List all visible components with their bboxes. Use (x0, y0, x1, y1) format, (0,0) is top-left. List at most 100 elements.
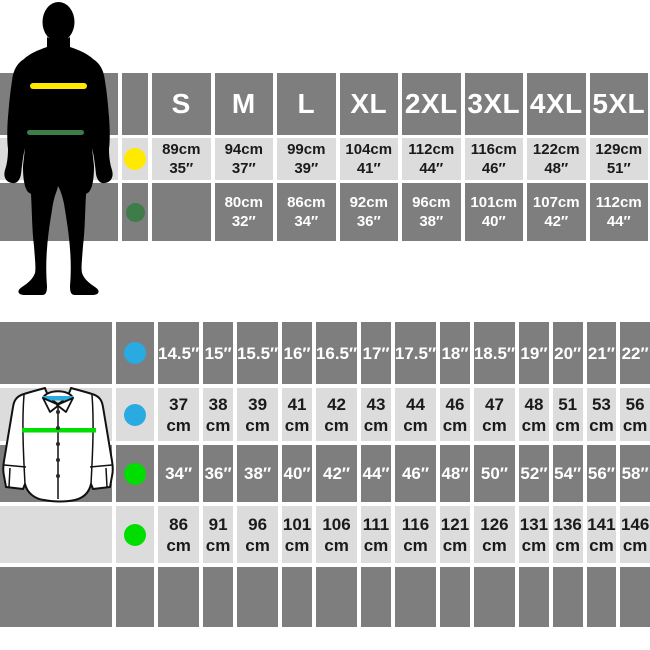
measurement-cell: 46″ (394, 445, 437, 502)
waist-line (27, 130, 84, 135)
figure-backdrop-cell (0, 322, 112, 384)
measurement-cell: 129cm 51″ (589, 138, 648, 180)
measurement-cell: 101 cm (282, 506, 312, 563)
measurement-cell (473, 567, 516, 627)
blue-dot (124, 342, 146, 364)
measurement-value: 96 (248, 514, 268, 534)
measurement-value: cm (442, 415, 468, 435)
measurement-value: 17″ (362, 343, 390, 363)
measurement-value: 99cm (287, 141, 326, 158)
measurement-value: 44 (406, 394, 425, 414)
measurement-cell: 42″ (315, 445, 358, 502)
measurement-value: cm (442, 535, 468, 555)
measurement-value: 111 (362, 514, 390, 534)
measurement-value: 126 (480, 514, 509, 534)
measurement-value: 36″ (204, 464, 232, 483)
measurement-value: 92cm (349, 194, 388, 211)
measurement-value: 44″ (419, 160, 444, 177)
measurement-cell: 101cm 40″ (464, 183, 523, 241)
measurement-cell: 50″ (473, 445, 516, 502)
measurement-value: 19″ (520, 343, 548, 363)
measurement-value: cm (403, 535, 428, 555)
measurement-value: 42 (327, 394, 346, 414)
right-sleeve-seam (90, 394, 94, 485)
measurement-value: 35″ (169, 160, 194, 177)
measurement-cell: 121 cm (440, 506, 470, 563)
measurement-cell: 36″ (203, 445, 233, 502)
measurement-value: 16.5″ (315, 343, 358, 363)
size-header-m: M (214, 73, 273, 135)
measurement-value: 96cm (412, 194, 451, 211)
measurement-cell: 44″ (361, 445, 391, 502)
measurement-cell: 86cm 34″ (277, 183, 336, 241)
measurement-value: 43 (366, 394, 386, 414)
measurement-value: cm (324, 415, 349, 435)
measurement-value: 21″ (587, 343, 615, 363)
measurement-value: cm (245, 535, 270, 555)
measurement-value: 42″ (323, 464, 351, 483)
measurement-value: 112cm (408, 141, 455, 158)
measurement-value: cm (166, 535, 191, 555)
measurement-cell: 116 cm (394, 506, 437, 563)
measurement-cell (440, 567, 470, 627)
measurement-value: cm (284, 535, 310, 555)
measurement-value: 48 (524, 394, 544, 414)
measurement-value: 86cm (287, 194, 326, 211)
measurement-cell: 14.5″ (158, 322, 200, 384)
measurement-value: 46″ (481, 160, 506, 177)
measurement-value: cm (521, 415, 547, 435)
measurement-value: cm (403, 415, 428, 435)
measurement-value: 101 (282, 514, 312, 534)
measurement-cell (361, 567, 391, 627)
measurement-value: 36″ (356, 213, 381, 230)
shirt-buttons (56, 410, 60, 478)
measurement-cell: 20″ (552, 322, 583, 384)
measurement-value: 34″ (294, 213, 319, 230)
measurement-value: cm (589, 415, 614, 435)
measurement-cell: 111 cm (361, 506, 391, 563)
measurement-cell: 54″ (552, 445, 583, 502)
measurement-value: 107cm (532, 194, 580, 211)
measurement-cell: 46 cm (440, 388, 470, 441)
legend-cell (116, 322, 154, 384)
measurement-cell: 116cm 46″ (464, 138, 523, 180)
blue-dot (124, 403, 146, 426)
measurement-cell: 99cm 39″ (277, 138, 336, 180)
measurement-cell: 112cm 44″ (402, 138, 461, 180)
measurement-value: 80cm (224, 194, 263, 211)
measurement-cell: 38 cm (203, 388, 233, 441)
measurement-cell: 22″ (620, 322, 650, 384)
measurement-value: 15″ (204, 343, 232, 363)
man-body (4, 37, 113, 295)
measurement-value: 131 (519, 514, 549, 534)
legend-header-cell (122, 73, 148, 135)
measurement-cell: 39 cm (236, 388, 279, 441)
measurement-value: 106 (322, 514, 351, 534)
measurement-cell: 19″ (519, 322, 549, 384)
measurement-cell (315, 567, 358, 627)
measurement-cell: 92cm 36″ (339, 183, 398, 241)
measurement-cell: 53 cm (586, 388, 617, 441)
measurement-value: 146 (620, 514, 650, 534)
measurement-value: 54″ (554, 464, 582, 483)
measurement-value: 41 (287, 394, 307, 414)
right-collar-point (56, 397, 74, 413)
measurement-cell: 18″ (440, 322, 470, 384)
measurement-cell: 18.5″ (473, 322, 516, 384)
size-header-s: S (152, 73, 211, 135)
legend-cell (116, 388, 154, 441)
measurement-cell: 38″ (236, 445, 279, 502)
size-header-5xl: 5XL (589, 73, 648, 135)
measurement-cell: 48 cm (519, 388, 549, 441)
measurement-value: 116cm (470, 141, 517, 158)
measurement-cell: 141 cm (586, 506, 617, 563)
measurement-value: 42″ (544, 213, 569, 230)
measurement-cell: 43 cm (361, 388, 391, 441)
measurement-cell: 131 cm (519, 506, 549, 563)
measurement-value: 136 (553, 514, 582, 534)
measurement-cell: 15.5″ (236, 322, 279, 384)
shirt-figure (2, 387, 114, 503)
measurement-cell: 107cm 42″ (527, 183, 586, 241)
left-collar-point (42, 397, 60, 413)
